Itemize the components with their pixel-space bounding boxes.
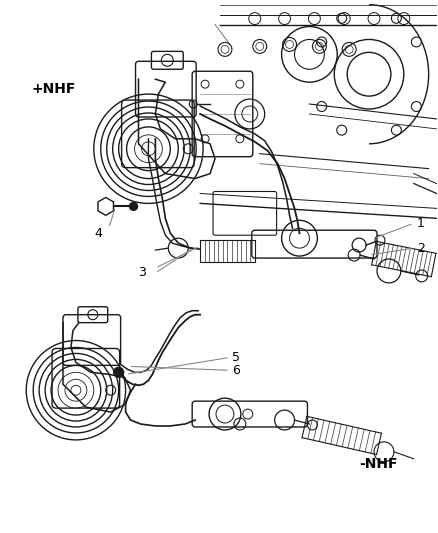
Text: 2: 2: [417, 241, 424, 255]
Text: 4: 4: [95, 227, 102, 240]
Circle shape: [114, 367, 124, 377]
Text: 5: 5: [232, 351, 240, 364]
Circle shape: [130, 203, 138, 211]
Text: 1: 1: [417, 217, 424, 230]
Text: -NHF: -NHF: [359, 457, 398, 471]
Text: +NHF: +NHF: [31, 82, 76, 96]
Text: 3: 3: [138, 266, 145, 279]
Text: 6: 6: [232, 364, 240, 377]
